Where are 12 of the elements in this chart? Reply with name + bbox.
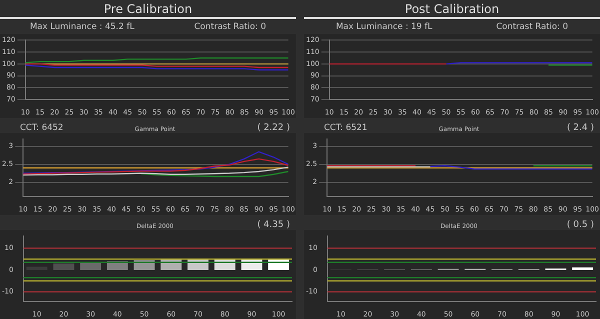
chart-title: Post Calibration (304, 2, 600, 19)
text: CCT: 6452 (20, 123, 64, 133)
text: Contrast Ratio: 0 (194, 22, 266, 32)
text: ( 4.35 ) (256, 220, 290, 230)
text: ( 2.22 ) (256, 123, 290, 133)
text: ( 2.4 ) (566, 123, 594, 133)
chart-title: Pre Calibration (0, 2, 296, 19)
chart-subtitle: Max Luminance : 45.2 fL (30, 22, 134, 32)
text: ( 0.5 ) (566, 220, 594, 230)
text: CCT: 6521 (324, 123, 368, 133)
chart-subtitle: Max Luminance : 19 fL (336, 22, 432, 32)
text: Contrast Ratio: 0 (496, 22, 568, 32)
